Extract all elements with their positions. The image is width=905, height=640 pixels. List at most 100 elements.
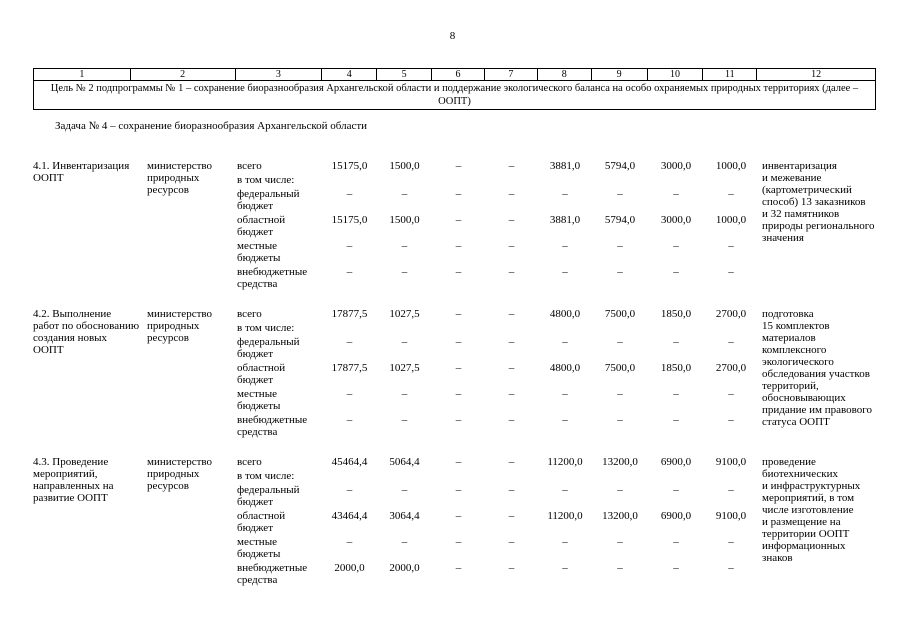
measure-name: 4.2. Выполнение работ по обоснованию соз… (33, 308, 140, 356)
value-cell: – (617, 240, 623, 252)
column-number-cell: 11 (703, 69, 758, 80)
value-cell: 15175,0 (331, 160, 368, 172)
value-cell: – (617, 484, 623, 496)
value-cell: 15175,0 (331, 214, 368, 226)
value-cell (377, 174, 432, 186)
value-cell: – (728, 240, 734, 252)
value-cell: – (728, 336, 734, 348)
value-cell: – (728, 388, 734, 400)
value-cell: – (673, 414, 679, 426)
budget-rows: всего 17877,5 1027,5 – – 4800,0 7500,0 1850,0 27… (235, 308, 758, 440)
value-cell: – (673, 536, 679, 548)
programme-table: 1 2 3 4 5 6 7 8 9 10 11 12 Цель № 2 подпрограммы № … (33, 68, 876, 588)
value-cell: – (728, 536, 734, 548)
value-cell: 3881,0 (549, 214, 581, 226)
budget-row: федеральный бюджет – – – – – – – – (235, 336, 758, 360)
value-cell (704, 470, 758, 482)
value-cell: – (346, 266, 353, 278)
value-cell: – (455, 266, 462, 278)
value-cell (704, 322, 758, 334)
value-cell (322, 470, 377, 482)
budget-row: местные бюджеты – – – – – – – – (235, 536, 758, 560)
value-cell: 5794,0 (604, 214, 636, 226)
value-cell (648, 174, 704, 186)
column-number-cell: 5 (377, 69, 433, 80)
value-cell: – (508, 214, 515, 226)
budget-type-label: всего (237, 456, 262, 468)
value-cell (538, 322, 592, 334)
value-cell: – (508, 336, 515, 348)
budget-row: в том числе: (235, 470, 758, 482)
value-cell: – (562, 536, 568, 548)
value-cell: – (673, 562, 679, 574)
measure-group: 4.1. Инвентаризация ООПТ министерство при… (33, 160, 876, 292)
value-cell: – (508, 362, 515, 374)
budget-type-label: в том числе: (237, 322, 295, 334)
value-cell: 11200,0 (547, 456, 583, 468)
value-cell (592, 174, 648, 186)
value-cell: 13200,0 (602, 456, 638, 468)
value-cell: – (346, 414, 353, 426)
budget-type-label: всего (237, 160, 262, 172)
goal-row: Цель № 2 подпрограммы № 1 – сохранение б… (50, 83, 859, 107)
budget-type-label: местные бюджеты (237, 240, 281, 264)
budget-type-label: в том числе: (237, 470, 295, 482)
column-number-cell: 3 (236, 69, 323, 80)
budget-row: местные бюджеты – – – – – – – – (235, 388, 758, 412)
value-cell: – (728, 484, 734, 496)
value-cell: 2000,0 (389, 562, 420, 574)
value-cell: – (617, 536, 623, 548)
value-cell (648, 322, 704, 334)
table-body: 4.1. Инвентаризация ООПТ министерство при… (33, 160, 876, 588)
value-cell: – (401, 388, 408, 400)
value-cell: – (455, 362, 462, 374)
executor-name: министерство природных ресурсов (147, 308, 213, 344)
value-cell: 3064,4 (389, 510, 420, 522)
value-cell: – (673, 240, 679, 252)
value-cell: – (401, 266, 408, 278)
value-cell: – (455, 510, 462, 522)
value-cell (485, 322, 538, 334)
value-cell: 17877,5 (331, 308, 368, 320)
value-cell (322, 174, 377, 186)
task-row: Задача № 4 – сохранение биоразнообразия … (55, 120, 368, 132)
executor-name: министерство природных ресурсов (147, 456, 213, 492)
value-cell: – (455, 456, 462, 468)
value-cell (432, 322, 485, 334)
expected-result: проведение биотехнических и инфраструкту… (762, 456, 861, 564)
value-cell: – (455, 160, 462, 172)
value-cell: – (455, 308, 462, 320)
value-cell: 4800,0 (549, 362, 581, 374)
value-cell: – (508, 562, 515, 574)
value-cell: – (401, 240, 408, 252)
budget-row: всего 45464,4 5064,4 – – 11200,0 13200,0 6900,0… (235, 456, 758, 468)
value-cell: 1027,5 (389, 308, 420, 320)
value-cell: – (617, 188, 623, 200)
value-cell: – (401, 536, 408, 548)
value-cell: – (562, 336, 568, 348)
executor-name: министерство природных ресурсов (147, 160, 213, 196)
value-cell: – (455, 388, 462, 400)
value-cell (432, 174, 485, 186)
table-header-band: 1 2 3 4 5 6 7 8 9 10 11 12 Цель № 2 подпрограммы № … (33, 68, 876, 110)
budget-row: областной бюджет 17877,5 1027,5 – – 4800,0 750… (235, 362, 758, 386)
value-cell: 1500,0 (389, 214, 420, 226)
value-cell: – (673, 188, 679, 200)
value-cell: – (508, 484, 515, 496)
value-cell: – (673, 336, 679, 348)
value-cell: – (508, 456, 515, 468)
value-cell: – (346, 388, 353, 400)
value-cell: 17877,5 (331, 362, 368, 374)
measure-group: 4.3. Проведение мероприятий, направленны… (33, 456, 876, 588)
value-cell: – (401, 188, 408, 200)
budget-row: областной бюджет 43464,4 3064,4 – – 11200,0 13… (235, 510, 758, 534)
value-cell: – (508, 266, 515, 278)
value-cell (377, 470, 432, 482)
value-cell: – (673, 266, 679, 278)
budget-type-label: местные бюджеты (237, 388, 281, 412)
value-cell: 5794,0 (604, 160, 636, 172)
value-cell: – (346, 240, 353, 252)
expected-result: подготовка 15 комплектов материалов комп… (762, 308, 872, 428)
value-cell: 45464,4 (331, 456, 368, 468)
value-cell (322, 322, 377, 334)
